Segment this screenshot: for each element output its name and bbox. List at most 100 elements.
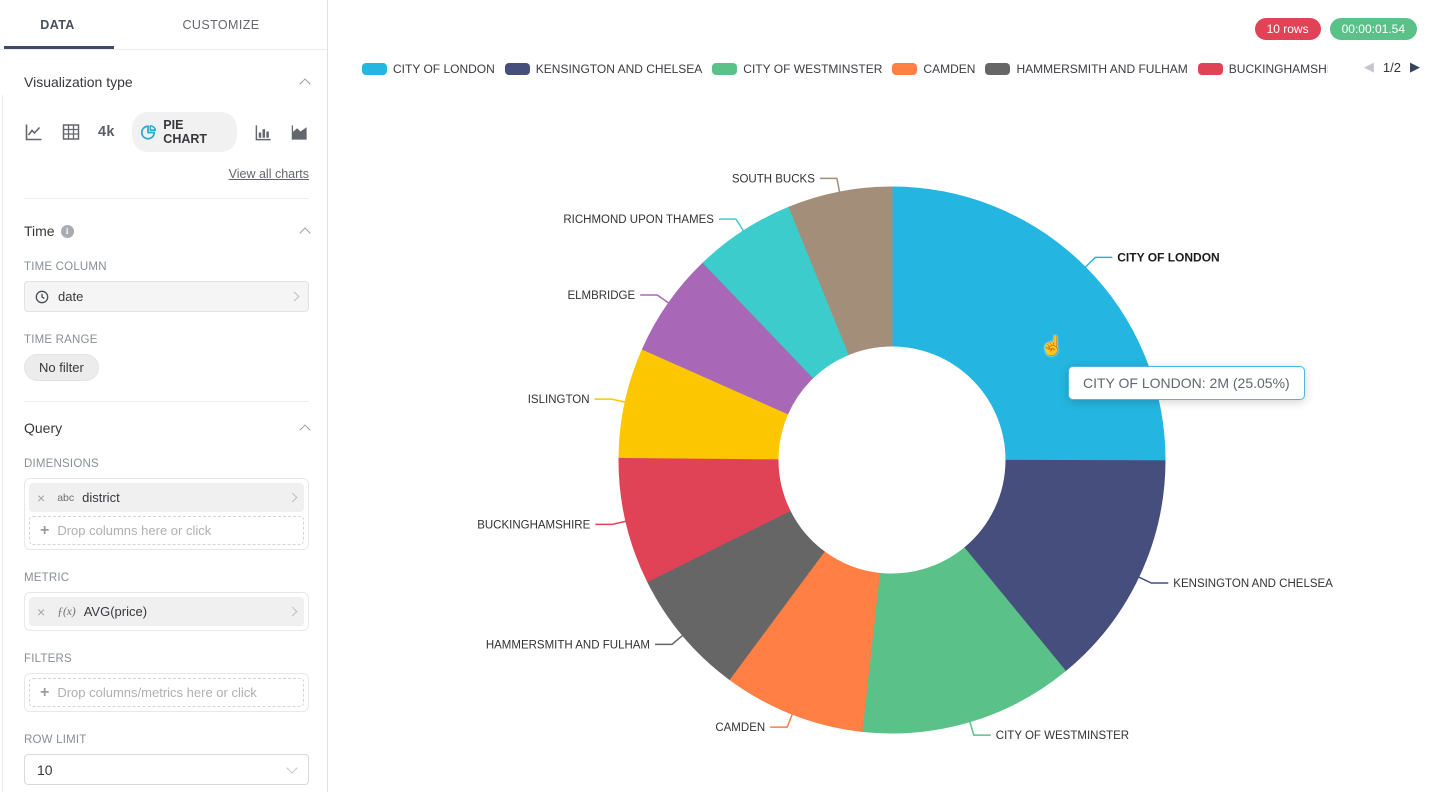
legend-label: CAMDEN [923, 61, 976, 76]
legend-next-icon[interactable]: ▶ [1410, 59, 1420, 74]
tab-data[interactable]: DATA [40, 17, 75, 32]
filters-label: FILTERS [24, 653, 72, 665]
legend-swatch [985, 62, 1011, 75]
row-limit-label: ROW LIMIT [24, 734, 87, 746]
pie-label-line [640, 294, 670, 304]
chart-legend: CITY OF LONDON KENSINGTON AND CHELSEA CITY… [362, 60, 1328, 77]
big-number-icon[interactable]: 4k [98, 124, 115, 140]
metric-control: × ƒ(x) AVG(price) [24, 592, 309, 631]
pie-label: KENSINGTON AND CHELSEA [1173, 578, 1333, 590]
selected-viz-pie-chart[interactable]: PIE CHART [131, 112, 237, 152]
function-icon: ƒ(x) [57, 605, 76, 618]
info-icon[interactable]: i [60, 224, 74, 238]
legend-item[interactable]: CITY OF WESTMINSTER [712, 60, 882, 77]
dimensions-label: DIMENSIONS [24, 458, 99, 470]
pie-chart: CITY OF LONDON KENSINGTON AND CHELSEA CITY… [477, 173, 1333, 742]
area-chart-icon[interactable] [290, 123, 309, 142]
legend-item[interactable]: CITY OF LONDON [362, 60, 495, 77]
chevron-down-icon [286, 762, 298, 774]
legend-swatch [362, 62, 387, 75]
legend-item[interactable]: KENSINGTON AND CHELSEA [504, 60, 703, 77]
chart-area: 10 rows 00:00:01.54 CITY OF LONDON KENSIN… [328, 0, 1442, 792]
panel-edge-divider [2, 95, 3, 792]
metric-chip-avg-price[interactable]: × ƒ(x) AVG(price) [29, 597, 304, 626]
viz-type-section: Visualization type 4k PIE CHART [0, 74, 327, 199]
legend-item[interactable]: HAMMERSMITH AND FULHAM [985, 60, 1188, 77]
section-divider [24, 401, 309, 402]
active-tab-indicator [4, 46, 114, 49]
pie-label: HAMMERSMITH AND FULHAM [486, 639, 650, 651]
line-chart-icon[interactable] [24, 122, 44, 142]
collapse-chevron-icon[interactable] [299, 424, 311, 436]
pie-label-line [718, 218, 745, 232]
metric-label: METRIC [24, 572, 70, 584]
pie-slice[interactable] [788, 186, 893, 356]
tab-customize[interactable]: CUSTOMIZE [182, 17, 260, 32]
time-section-title: Time [24, 223, 55, 239]
pie-label-line [1138, 576, 1169, 584]
collapse-chevron-icon[interactable] [299, 78, 311, 90]
pie-label: CITY OF LONDON [1117, 250, 1219, 264]
query-status-badges: 10 rows 00:00:01.54 [1254, 18, 1417, 40]
pie-label: RICHMOND UPON THAMES [563, 214, 714, 226]
pie-label-line [655, 634, 684, 646]
pie-label: CAMDEN [715, 722, 765, 734]
view-all-charts-link[interactable]: View all charts [228, 167, 309, 181]
legend-item[interactable]: BUCKINGHAMSHIRE [1197, 60, 1328, 77]
legend-item[interactable]: CAMDEN [892, 60, 975, 77]
pie-label: BUCKINGHAMSHIRE [477, 519, 590, 531]
dimensions-dropzone[interactable]: + Drop columns here or click [29, 516, 304, 545]
remove-icon[interactable]: × [37, 603, 46, 620]
legend-label: KENSINGTON AND CHELSEA [535, 61, 703, 76]
chevron-right-icon[interactable] [287, 492, 298, 503]
column-type-abc: abc [57, 491, 75, 504]
pie-chart-icon [140, 124, 157, 140]
query-timer-badge: 00:00:01.54 [1329, 18, 1417, 40]
legend-prev-icon[interactable]: ◀ [1363, 59, 1374, 74]
pie-label-line [1084, 256, 1113, 268]
time-range-label: TIME RANGE [24, 334, 98, 346]
legend-label: CITY OF LONDON [393, 61, 495, 76]
table-icon[interactable] [61, 122, 81, 142]
row-limit-select[interactable]: 10 [24, 754, 309, 785]
pie-label-line [969, 721, 991, 736]
pie-slice[interactable] [963, 459, 1166, 672]
bar-chart-icon[interactable] [254, 123, 273, 142]
pie-label-line [770, 713, 793, 728]
remove-icon[interactable]: × [37, 489, 46, 506]
time-range-value[interactable]: No filter [24, 354, 99, 381]
pie-slice[interactable] [861, 547, 1067, 734]
collapse-chevron-icon[interactable] [299, 227, 311, 239]
pie-label: SOUTH BUCKS [732, 173, 815, 185]
legend-pagination: ◀ 1/2 ▶ [1364, 59, 1420, 75]
pie-chart-label: PIE CHART [163, 118, 208, 146]
chart-tooltip: CITY OF LONDON: 2M (25.05%) [1068, 366, 1305, 400]
viz-shortcuts: 4k PIE CHART [24, 112, 309, 152]
filters-dropzone[interactable]: + Drop columns/metrics here or click [29, 678, 304, 707]
time-section: Time i TIME COLUMN date TIME RANGE No fi… [0, 223, 327, 402]
metric-value: AVG(price) [83, 604, 148, 619]
dimension-chip-district[interactable]: × abc district [29, 483, 304, 512]
time-column-label: TIME COLUMN [24, 261, 107, 273]
clock-icon [35, 290, 49, 303]
control-panel: DATA CUSTOMIZE Visualization type 4k [0, 0, 328, 792]
section-divider [24, 198, 309, 199]
pie-slice[interactable] [891, 186, 1166, 462]
legend-label: HAMMERSMITH AND FULHAM [1016, 61, 1188, 76]
mouse-cursor-icon: ☝ [1040, 336, 1064, 357]
time-column-field[interactable]: date [24, 281, 309, 312]
legend-swatch [504, 62, 530, 75]
pie-label: ELMBRIDGE [567, 290, 635, 302]
query-section: Query DIMENSIONS × abc district + Drop c… [0, 420, 327, 792]
panel-tabs: DATA CUSTOMIZE [0, 0, 327, 50]
pie-label-line [819, 177, 841, 193]
chevron-right-icon[interactable] [289, 291, 300, 302]
chevron-right-icon[interactable] [287, 606, 298, 617]
legend-page-indicator: 1/2 [1382, 59, 1401, 75]
query-section-title: Query [24, 420, 63, 436]
pie-label: ISLINGTON [528, 394, 590, 406]
row-count-badge: 10 rows [1254, 18, 1321, 40]
dimensions-control: × abc district + Drop columns here or cl… [24, 478, 309, 550]
dimensions-placeholder: Drop columns here or click [57, 523, 212, 538]
